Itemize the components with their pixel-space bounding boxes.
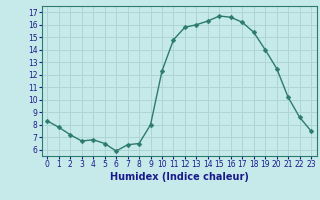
X-axis label: Humidex (Indice chaleur): Humidex (Indice chaleur) <box>110 172 249 182</box>
